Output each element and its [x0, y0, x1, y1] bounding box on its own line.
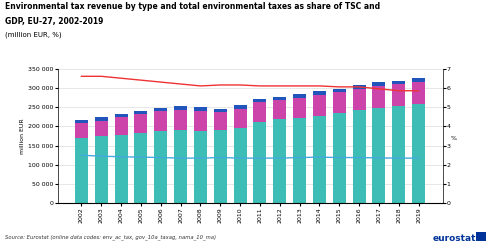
Bar	[392, 84, 405, 106]
Y-axis label: %: %	[450, 136, 456, 141]
Bar	[412, 78, 425, 82]
Text: GDP, EU-27, 2002-2019: GDP, EU-27, 2002-2019	[5, 17, 103, 26]
Bar	[114, 118, 128, 135]
Bar	[154, 111, 167, 131]
Bar	[134, 110, 147, 114]
Bar	[254, 102, 266, 122]
Bar	[234, 128, 246, 203]
Bar	[95, 136, 108, 203]
Bar	[234, 105, 246, 109]
Bar	[194, 110, 207, 131]
Text: (million EUR, %): (million EUR, %)	[5, 32, 62, 38]
Bar	[274, 100, 286, 119]
Bar	[154, 131, 167, 203]
Bar	[392, 81, 405, 84]
Bar	[254, 99, 266, 102]
Bar	[134, 114, 147, 133]
Bar	[114, 135, 128, 203]
Bar	[194, 107, 207, 110]
Bar	[254, 122, 266, 203]
Bar	[75, 120, 88, 123]
Bar	[293, 98, 306, 118]
Bar	[214, 130, 226, 203]
Bar	[333, 89, 345, 92]
Bar	[293, 118, 306, 203]
Bar	[313, 91, 326, 95]
Bar	[372, 86, 386, 108]
Bar	[274, 97, 286, 100]
Bar	[313, 95, 326, 116]
Bar	[392, 106, 405, 203]
Bar	[95, 121, 108, 136]
Text: Source: Eurostat (online data codes: env_ac_tax, gov_10a_taxag, nama_10_ma): Source: Eurostat (online data codes: env…	[5, 234, 216, 240]
Bar	[333, 113, 345, 203]
Bar	[75, 138, 88, 203]
Bar	[352, 89, 366, 110]
Bar	[95, 118, 108, 121]
Bar	[174, 106, 187, 110]
Bar	[412, 104, 425, 203]
Bar	[352, 85, 366, 89]
Bar	[75, 123, 88, 138]
Bar	[333, 92, 345, 113]
Bar	[352, 110, 366, 203]
Text: Environmental tax revenue by type and total environmental taxes as share of TSC : Environmental tax revenue by type and to…	[5, 2, 380, 12]
Bar	[174, 110, 187, 130]
Bar	[114, 114, 128, 118]
Bar	[372, 83, 386, 86]
Bar	[293, 94, 306, 98]
Bar	[274, 119, 286, 203]
Bar	[214, 112, 226, 130]
Text: eurostat: eurostat	[432, 233, 476, 243]
Bar	[313, 116, 326, 203]
Bar	[234, 109, 246, 128]
Y-axis label: million EUR: million EUR	[20, 118, 25, 154]
Bar	[214, 109, 226, 112]
Bar	[174, 130, 187, 203]
Bar	[134, 133, 147, 203]
Bar	[154, 108, 167, 111]
Bar	[194, 131, 207, 203]
Bar	[372, 108, 386, 203]
Bar	[412, 82, 425, 104]
